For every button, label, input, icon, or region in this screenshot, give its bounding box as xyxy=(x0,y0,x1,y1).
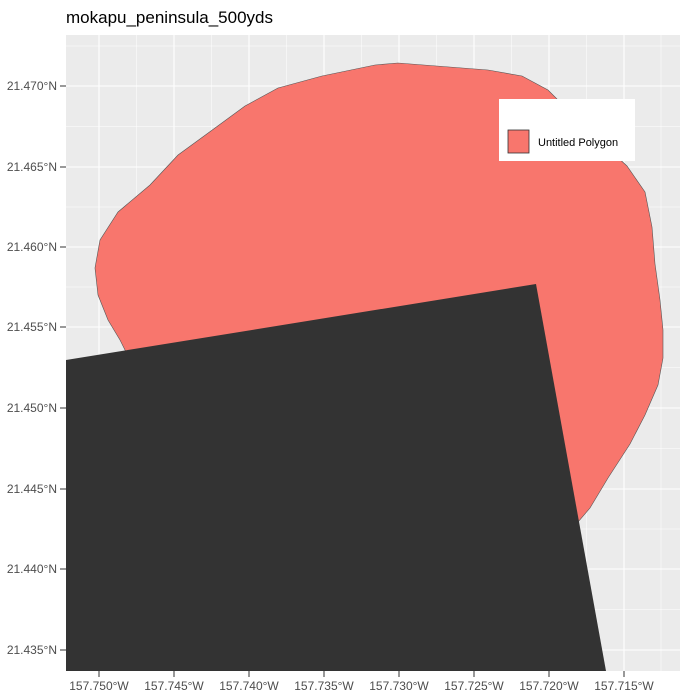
x-tick-label: 157.735°W xyxy=(294,679,354,693)
y-tick-label: 21.450°N xyxy=(7,401,57,415)
x-tick: 157.715°W xyxy=(594,671,654,693)
dark-overlay-polygon[interactable] xyxy=(66,284,606,671)
y-tick: 21.470°N xyxy=(7,79,66,93)
y-axis: 21.470°N 21.465°N 21.460°N 21.455°N 21.4… xyxy=(7,79,66,657)
x-tick: 157.750°W xyxy=(69,671,129,693)
x-tick-label: 157.720°W xyxy=(519,679,579,693)
y-tick-label: 21.440°N xyxy=(7,562,57,576)
y-tick-label: 21.470°N xyxy=(7,79,57,93)
x-tick: 157.740°W xyxy=(219,671,279,693)
x-tick-label: 157.730°W xyxy=(369,679,429,693)
y-tick-label: 21.465°N xyxy=(7,160,57,174)
x-tick-label: 157.715°W xyxy=(594,679,654,693)
y-tick: 21.445°N xyxy=(7,482,66,496)
y-tick-label: 21.435°N xyxy=(7,643,57,657)
y-tick: 21.455°N xyxy=(7,320,66,334)
x-tick-label: 157.740°W xyxy=(219,679,279,693)
legend-key-swatch xyxy=(507,129,530,154)
x-tick-label: 157.725°W xyxy=(444,679,504,693)
y-tick: 21.440°N xyxy=(7,562,66,576)
x-tick-label: 157.750°W xyxy=(69,679,129,693)
y-tick: 21.460°N xyxy=(7,240,66,254)
x-tick: 157.745°W xyxy=(144,671,204,693)
x-tick: 157.725°W xyxy=(444,671,504,693)
x-tick: 157.735°W xyxy=(294,671,354,693)
x-axis: 157.750°W 157.745°W 157.740°W 157.735°W … xyxy=(69,671,654,693)
legend: Untitled Polygon xyxy=(499,99,635,161)
legend-label: Untitled Polygon xyxy=(538,137,618,149)
y-tick-label: 21.460°N xyxy=(7,240,57,254)
x-tick: 157.720°W xyxy=(519,671,579,693)
y-tick: 21.450°N xyxy=(7,401,66,415)
x-tick: 157.730°W xyxy=(369,671,429,693)
y-tick: 21.465°N xyxy=(7,160,66,174)
x-tick-label: 157.745°W xyxy=(144,679,204,693)
map-title: mokapu_peninsula_500yds xyxy=(66,8,273,27)
y-tick-label: 21.445°N xyxy=(7,482,57,496)
y-tick: 21.435°N xyxy=(7,643,66,657)
y-tick-label: 21.455°N xyxy=(7,320,57,334)
